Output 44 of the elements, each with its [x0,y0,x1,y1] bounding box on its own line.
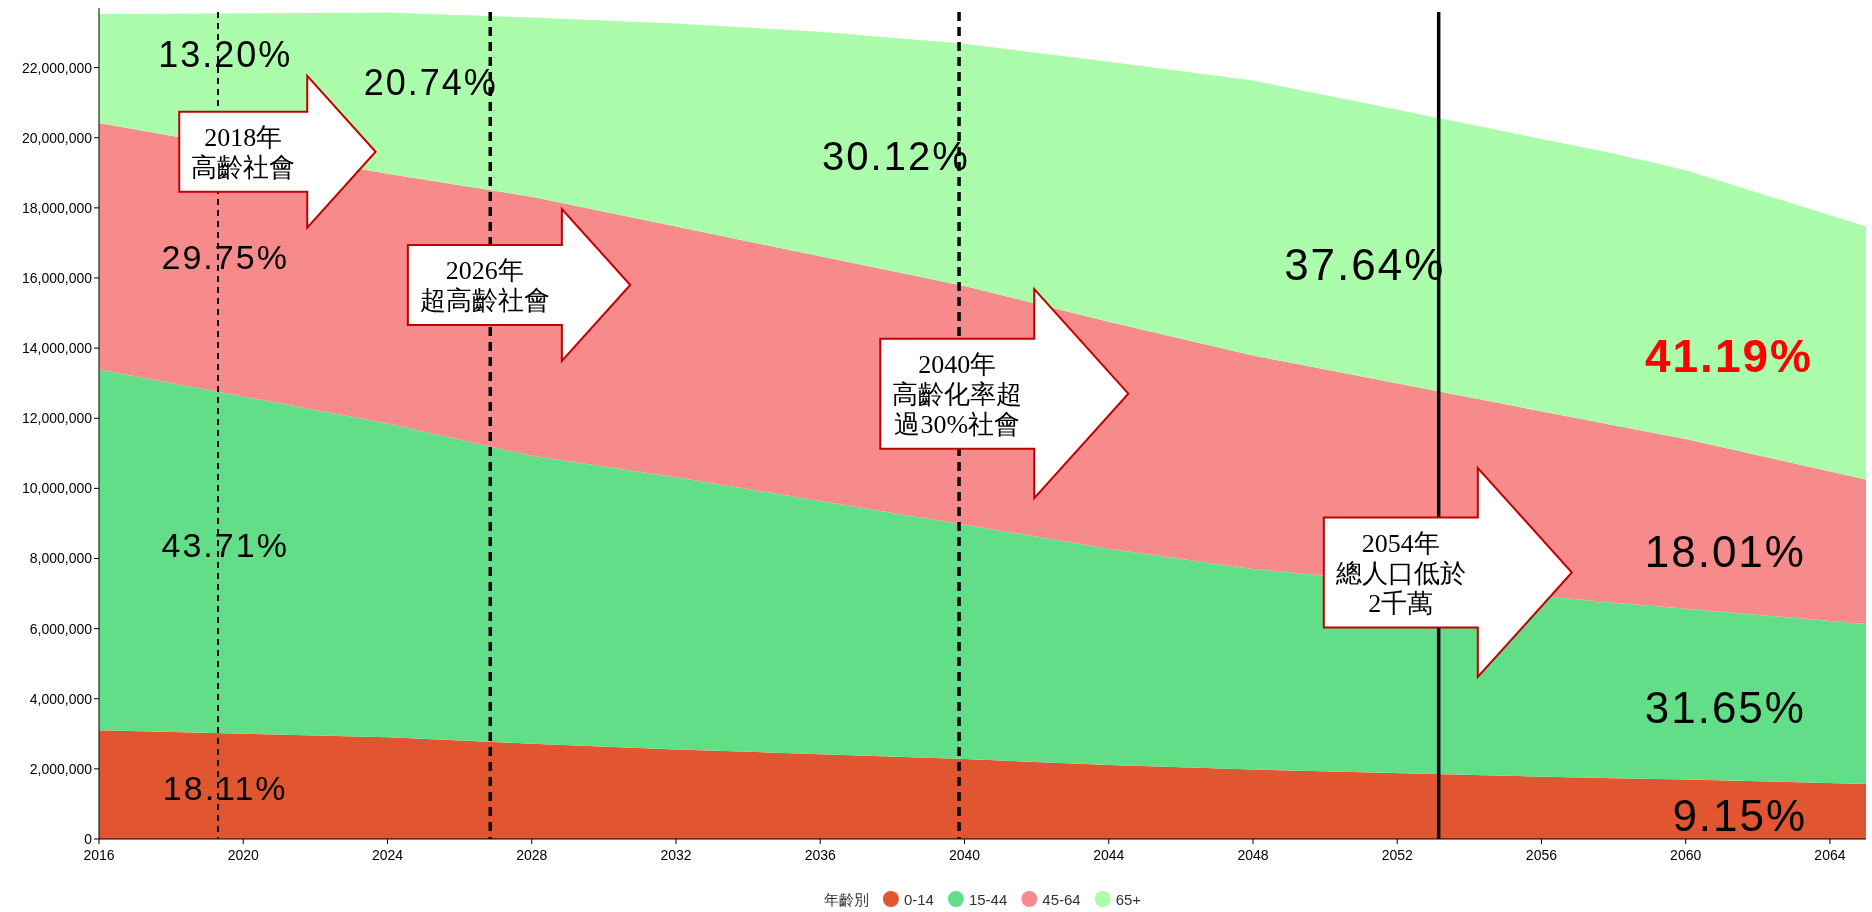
x-tick-label: 2020 [227,847,260,863]
annotation: 31.65% [1644,683,1806,733]
x-tick-label: 2048 [1237,847,1269,863]
annotation: 9.15% [1672,791,1808,840]
y-tick-label: 8,000,000 [29,550,93,567]
x-tick-label: 2056 [1525,847,1558,863]
note: 2018年高齡社會 [191,122,296,182]
legend-title: 年齡別 [823,891,869,908]
x-tick-label: 2044 [1093,847,1125,863]
y-tick-label: 2,000,000 [29,760,93,777]
x-tick-label: 2036 [804,847,836,863]
x-tick-label: 2060 [1670,847,1702,863]
y-tick-label: 12,000,000 [21,410,93,427]
y-tick-label: 10,000,000 [21,480,93,497]
x-tick-label: 2040 [948,847,981,863]
annotation: 29.75% [161,238,289,277]
x-tick-label: 2028 [516,847,548,863]
annotation: 18.01% [1644,527,1806,577]
annotation: 18.11% [162,769,288,808]
y-tick-label: 6,000,000 [29,620,93,637]
legend-label: 65+ [1115,891,1142,908]
y-tick-label: 4,000,000 [29,690,93,707]
x-tick-label: 2052 [1381,847,1413,863]
y-tick-label: 0 [84,831,93,847]
y-tick-label: 18,000,000 [21,199,93,216]
note: 2054年總人口低於2千萬 [1335,528,1466,618]
annotation: 41.19% [1644,329,1813,382]
y-tick-label: 16,000,000 [21,269,93,286]
y-tick-label: 20,000,000 [21,129,93,146]
x-tick-label: 2032 [660,847,692,863]
legend-label: 0-14 [903,891,934,908]
annotation: 20.74% [363,61,498,103]
annotation: 43.71% [161,525,289,564]
y-tick-label: 22,000,000 [21,59,93,76]
legend-label: 15-44 [968,891,1008,908]
x-tick-label: 2064 [1814,847,1846,863]
x-tick-label: 2016 [83,847,115,863]
note: 2026年超高齡社會 [419,256,550,315]
annotation: 30.12% [822,133,970,178]
legend-label: 45-64 [1042,891,1081,908]
annotation: 13.20% [158,33,293,75]
y-tick-label: 14,000,000 [21,340,93,357]
note: 2040年高齡化率超過30%社會 [892,349,1023,439]
x-tick-label: 2024 [371,847,404,863]
